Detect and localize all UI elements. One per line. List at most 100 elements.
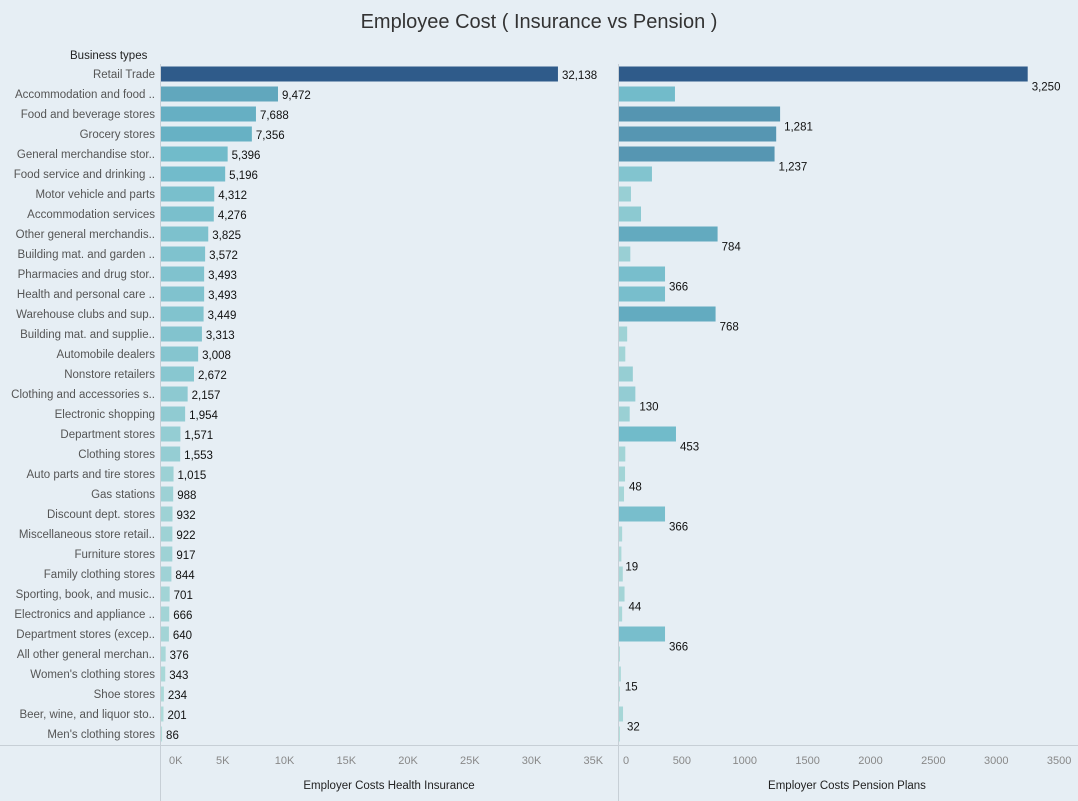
insurance-bar[interactable] [161, 126, 252, 142]
pension-bar[interactable] [619, 386, 636, 402]
category-label: Accommodation and food .. [15, 89, 155, 101]
insurance-bar[interactable] [161, 266, 205, 282]
insurance-bar[interactable] [161, 406, 186, 422]
pension-bar[interactable] [619, 126, 777, 142]
insurance-bar[interactable] [161, 526, 173, 542]
pension-bar[interactable] [619, 246, 631, 262]
pension-bar[interactable] [619, 286, 666, 302]
pension-axis-title: Employer Costs Pension Plans [768, 780, 926, 792]
insurance-bar[interactable] [161, 626, 169, 642]
insurance-bar[interactable] [161, 706, 164, 722]
insurance-tick-label: 35K [584, 755, 604, 767]
insurance-data-label: 7,688 [260, 110, 289, 122]
insurance-bar[interactable] [161, 326, 202, 342]
pension-bar[interactable] [619, 146, 775, 162]
pension-bar[interactable] [619, 666, 621, 682]
insurance-bar[interactable] [161, 426, 181, 442]
insurance-tick-label: 25K [460, 755, 480, 767]
pension-bar[interactable] [619, 106, 781, 122]
pension-bar[interactable] [619, 706, 624, 722]
pension-bar[interactable] [619, 606, 623, 622]
insurance-bar[interactable] [161, 446, 181, 462]
insurance-data-label: 3,493 [208, 270, 237, 282]
pension-bar[interactable] [619, 206, 642, 222]
pension-bar[interactable] [619, 506, 666, 522]
pension-bar[interactable] [619, 446, 626, 462]
insurance-bar[interactable] [161, 546, 173, 562]
insurance-bar[interactable] [161, 586, 170, 602]
insurance-data-label: 701 [174, 590, 193, 602]
category-label: Motor vehicle and parts [35, 189, 155, 201]
pension-bar[interactable] [619, 86, 675, 102]
insurance-tick-label: 10K [275, 755, 295, 767]
category-label: Pharmacies and drug stor.. [18, 269, 155, 281]
pension-bar[interactable] [619, 266, 666, 282]
insurance-bar[interactable] [161, 466, 174, 482]
insurance-bar[interactable] [161, 486, 174, 502]
pension-bar[interactable] [619, 326, 628, 342]
insurance-bar[interactable] [161, 666, 166, 682]
insurance-bar[interactable] [161, 606, 170, 622]
pension-bar[interactable] [619, 486, 625, 502]
insurance-bar[interactable] [161, 246, 206, 262]
pension-bar[interactable] [619, 566, 623, 582]
insurance-bar[interactable] [161, 386, 188, 402]
pension-bar[interactable] [619, 686, 620, 702]
category-label: Department stores (excep.. [16, 629, 155, 641]
pension-bar[interactable] [619, 426, 676, 442]
row-header: Business types [70, 50, 148, 62]
pension-bar[interactable] [619, 166, 652, 182]
pension-bar[interactable] [619, 726, 620, 742]
pension-bar[interactable] [619, 346, 626, 362]
insurance-bar[interactable] [161, 726, 163, 742]
insurance-bar[interactable] [161, 206, 214, 222]
pension-tick-label: 0 [623, 755, 629, 767]
pension-bar[interactable] [619, 406, 630, 422]
insurance-tick-label: 30K [522, 755, 542, 767]
pension-bar[interactable] [619, 366, 633, 382]
pension-bar[interactable] [619, 546, 622, 562]
insurance-panel: 32,138 9,472 7,688 7,356 5,396 5,196 4,312 4,27… [161, 66, 604, 767]
insurance-bar[interactable] [161, 306, 204, 322]
insurance-data-label: 3,493 [208, 290, 237, 302]
category-label: Accommodation services [27, 209, 155, 221]
insurance-bar[interactable] [161, 366, 195, 382]
insurance-bar[interactable] [161, 166, 226, 182]
pension-data-label: 366 [669, 282, 688, 294]
pension-bar[interactable] [619, 646, 621, 662]
insurance-bar[interactable] [161, 226, 209, 242]
pension-data-label: 3,250 [1032, 82, 1061, 94]
pension-bar[interactable] [619, 66, 1028, 82]
category-label: Beer, wine, and liquor sto.. [19, 709, 155, 721]
insurance-data-label: 917 [176, 550, 195, 562]
pension-tick-label: 500 [673, 755, 691, 767]
insurance-bar[interactable] [161, 286, 205, 302]
insurance-bar[interactable] [161, 106, 256, 122]
pension-bar[interactable] [619, 186, 631, 202]
category-label: Food service and drinking .. [14, 169, 155, 181]
insurance-data-label: 9,472 [282, 90, 311, 102]
category-label: Automobile dealers [57, 349, 156, 361]
insurance-bar[interactable] [161, 346, 199, 362]
insurance-bar[interactable] [161, 646, 166, 662]
pension-bar[interactable] [619, 526, 623, 542]
pension-data-label: 44 [629, 602, 642, 614]
pension-bar[interactable] [619, 466, 626, 482]
pension-bar[interactable] [619, 226, 718, 242]
insurance-data-label: 1,015 [178, 470, 207, 482]
insurance-bar[interactable] [161, 186, 215, 202]
pension-data-label: 784 [722, 242, 742, 254]
insurance-bar[interactable] [161, 686, 164, 702]
pension-bar[interactable] [619, 306, 716, 322]
pension-bar[interactable] [619, 586, 625, 602]
insurance-bar[interactable] [161, 506, 173, 522]
pension-bar[interactable] [619, 626, 666, 642]
pension-data-label: 130 [639, 402, 658, 414]
insurance-bar[interactable] [161, 86, 278, 102]
insurance-data-label: 201 [167, 710, 186, 722]
insurance-bar[interactable] [161, 66, 558, 82]
insurance-bar[interactable] [161, 146, 228, 162]
category-label: Women's clothing stores [30, 669, 155, 681]
insurance-bar[interactable] [161, 566, 172, 582]
pension-tick-label: 2000 [858, 755, 882, 767]
